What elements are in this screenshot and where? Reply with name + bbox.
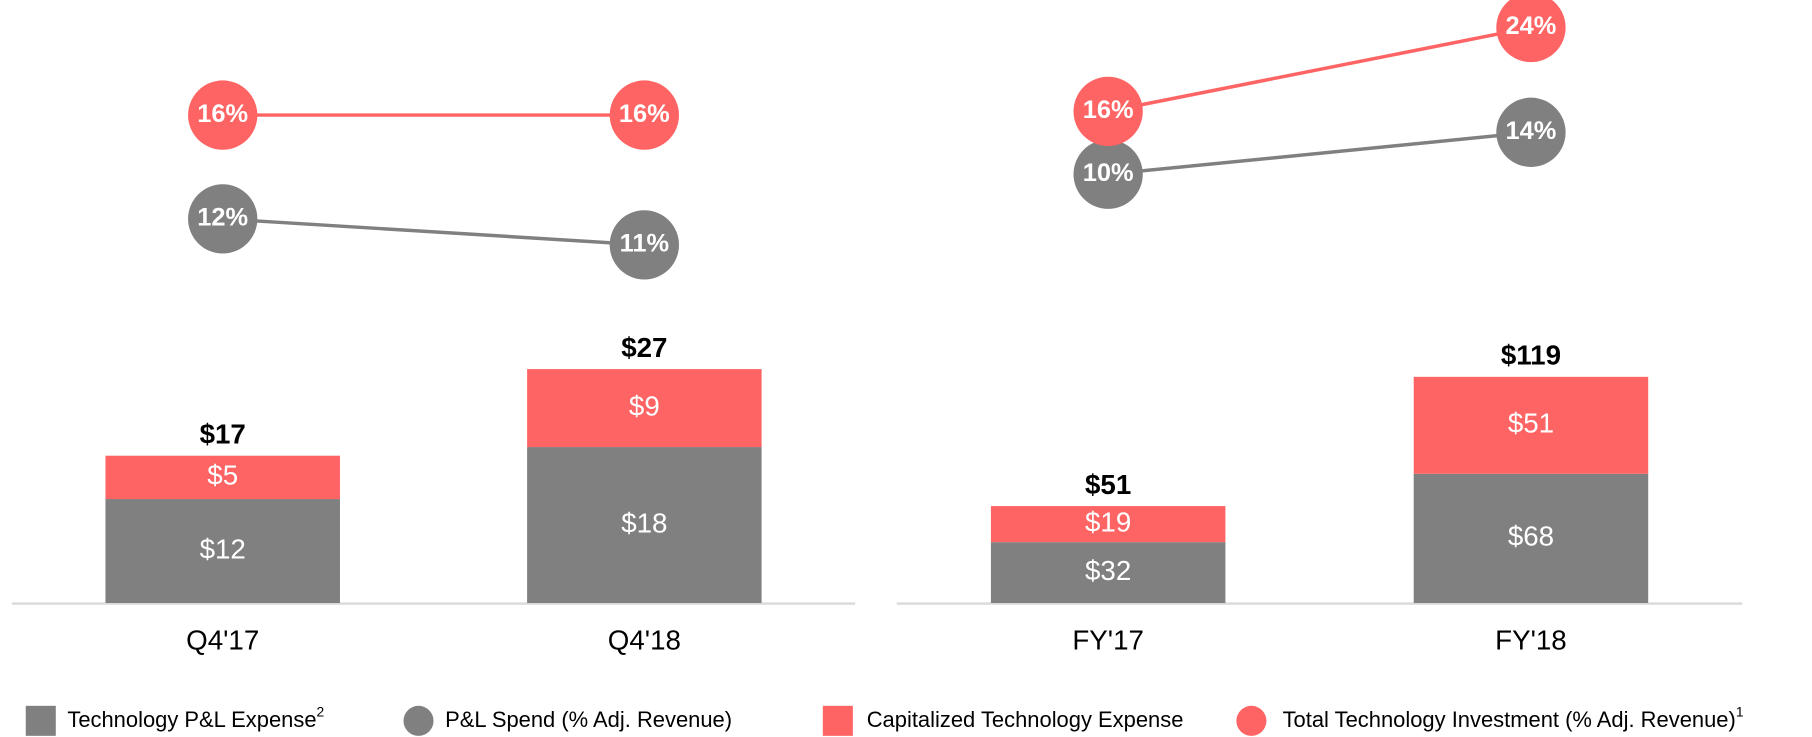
- line-value-label: 16%: [197, 100, 248, 128]
- bar-segment: [990, 506, 1226, 543]
- bar-value-label: $18: [621, 507, 667, 538]
- line-value-label: 16%: [1083, 96, 1134, 124]
- legend-footnote: 2: [317, 703, 325, 719]
- legend-item: P&L Spend (% Adj. Revenue): [403, 705, 732, 736]
- x-tick-label: Q4'17: [186, 625, 259, 656]
- line: [1107, 130, 1532, 176]
- legend-name: Capitalized Technology Expense: [867, 707, 1184, 732]
- legend-label: Technology P&L Expense2: [67, 703, 324, 731]
- bar-value-label: $51: [1508, 408, 1554, 439]
- legend-name: Total Technology Investment (% Adj. Reve…: [1283, 707, 1736, 732]
- legend-swatch: [1236, 705, 1267, 736]
- legend-item: Total Technology Investment (% Adj. Reve…: [1236, 703, 1744, 736]
- bar-value-label: $12: [200, 533, 246, 564]
- bar-segment: [105, 455, 340, 500]
- bar-value-label: $5: [207, 460, 238, 491]
- bar-segment: [105, 499, 340, 603]
- total-label: $51: [1085, 469, 1131, 500]
- legend-name: P&L Spend (% Adj. Revenue): [445, 707, 732, 732]
- line-point: [1073, 76, 1143, 147]
- legend-label: P&L Spend (% Adj. Revenue): [445, 707, 732, 732]
- bar-segment: [990, 542, 1226, 603]
- line-value-label: 11%: [620, 230, 669, 258]
- bar-value-label: $68: [1508, 521, 1554, 552]
- legend-swatch: [25, 705, 56, 736]
- line-value-label: 16%: [619, 100, 670, 128]
- x-tick-label: FY'18: [1495, 625, 1567, 656]
- legend-swatch: [822, 705, 853, 736]
- bar-segment: [1413, 376, 1649, 474]
- line: [1107, 25, 1532, 114]
- bar-segment: [527, 369, 762, 448]
- line-point: [609, 210, 680, 280]
- line-point: [1496, 0, 1566, 63]
- legend-footnote: 1: [1736, 703, 1744, 719]
- bar-value-label: $19: [1085, 506, 1131, 537]
- x-tick-label: Q4'18: [608, 625, 681, 656]
- x-tick-label: FY'17: [1072, 625, 1144, 656]
- bar-segment: [527, 447, 762, 603]
- legend-item: Technology P&L Expense2: [25, 703, 325, 736]
- bar-value-label: $32: [1085, 555, 1131, 586]
- line-point: [1073, 139, 1143, 209]
- line-value-label: 24%: [1506, 12, 1557, 40]
- line-value-label: 12%: [197, 204, 248, 232]
- line-point: [188, 80, 258, 150]
- line-point: [609, 80, 680, 150]
- line-point: [188, 184, 258, 254]
- line-point: [1496, 97, 1566, 167]
- legend-label: Total Technology Investment (% Adj. Reve…: [1283, 703, 1744, 731]
- line-value-label: 10%: [1083, 159, 1134, 187]
- bar-value-label: $9: [629, 390, 660, 421]
- total-label: $119: [1501, 340, 1561, 371]
- legend-item: Capitalized Technology Expense: [822, 705, 1184, 736]
- line: [222, 217, 645, 247]
- legend-swatch: [403, 705, 434, 736]
- bar-segment: [1413, 473, 1649, 603]
- legend-label: Capitalized Technology Expense: [867, 707, 1184, 732]
- legend-name: Technology P&L Expense: [67, 707, 316, 732]
- total-label: $27: [621, 332, 667, 363]
- total-label: $17: [200, 418, 246, 449]
- line-value-label: 14%: [1506, 117, 1557, 145]
